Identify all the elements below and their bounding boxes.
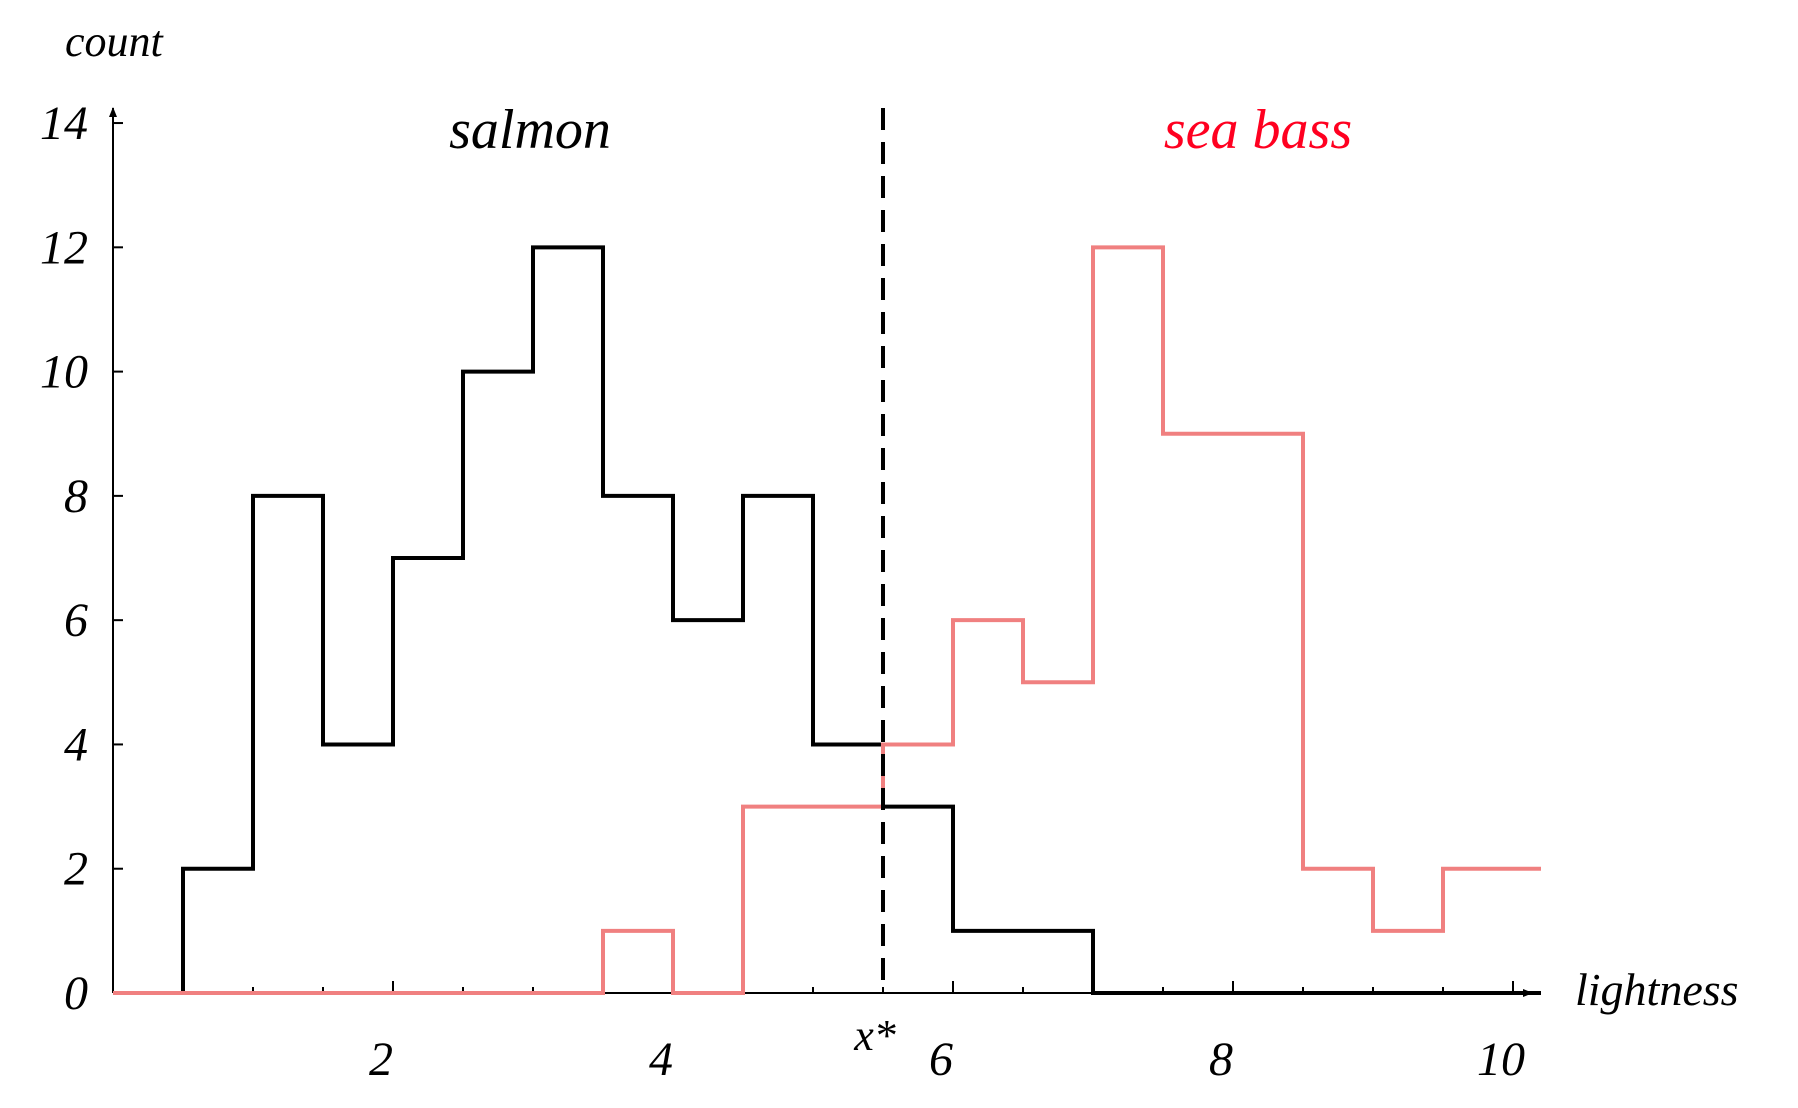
- y-tick-label: 10: [40, 346, 88, 399]
- x-tick-label: 6: [929, 1033, 953, 1086]
- series-label-sea-bass: sea bass: [1164, 99, 1352, 161]
- y-axis-ticks: 0 2 4 6 8 10 12 14: [40, 97, 123, 1020]
- y-tick-label: 4: [64, 718, 88, 771]
- threshold-label: x*: [853, 1011, 896, 1060]
- x-tick-label: 4: [649, 1033, 673, 1086]
- y-tick-label: 8: [64, 470, 88, 523]
- series-line-sea-bass: [113, 245, 1541, 995]
- x-tick-label: 2: [369, 1033, 393, 1086]
- y-tick-label: 12: [40, 221, 88, 274]
- x-axis-ticks: 2 4 6 8 10: [182, 981, 1525, 1086]
- series-layer: [113, 245, 1541, 995]
- y-axis-label: count: [65, 17, 165, 66]
- x-tick-label: 8: [1209, 1033, 1233, 1086]
- series-line-salmon: [113, 245, 1541, 995]
- y-tick-label: 6: [64, 594, 88, 647]
- y-tick-label: 14: [40, 97, 88, 150]
- y-tick-label: 0: [64, 967, 88, 1020]
- y-tick-label: 2: [64, 843, 88, 896]
- series-label-salmon: salmon: [449, 99, 611, 161]
- x-axis-label: lightness: [1575, 964, 1739, 1015]
- x-tick-label: 10: [1477, 1033, 1525, 1086]
